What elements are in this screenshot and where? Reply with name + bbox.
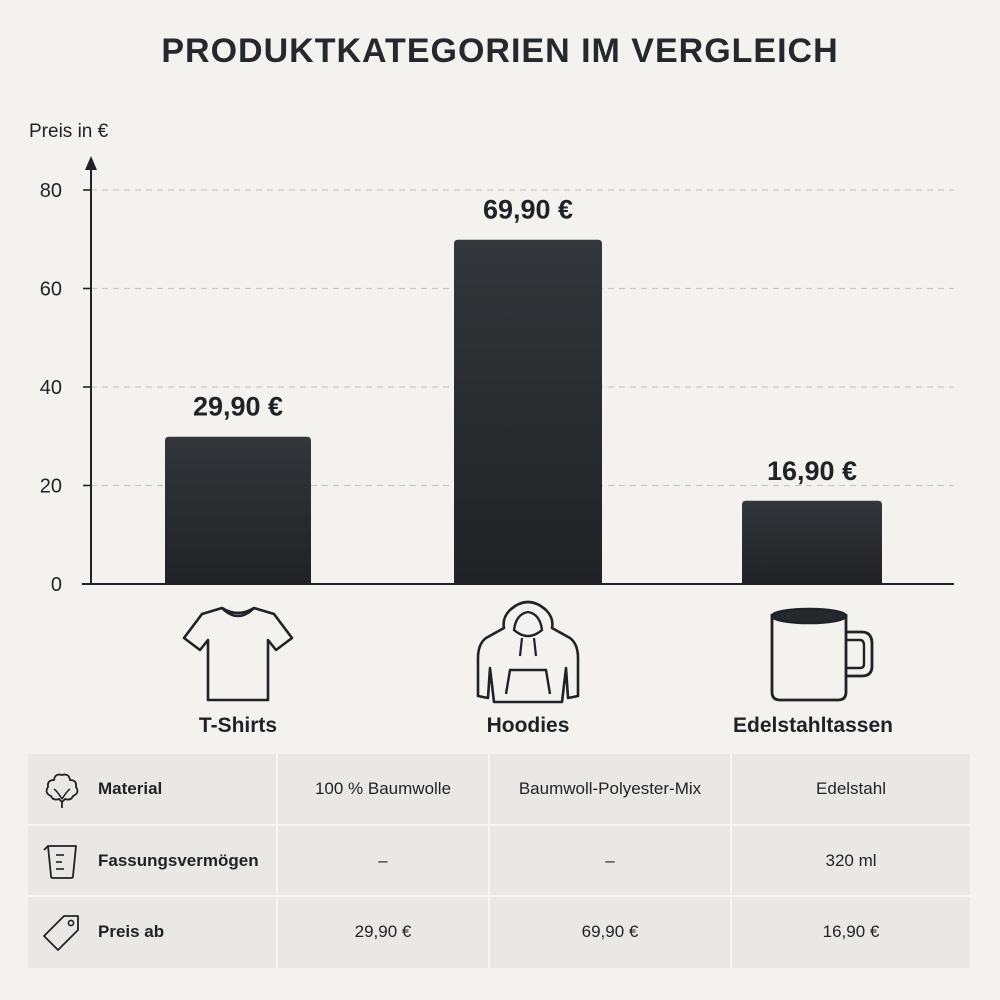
category-label-mugs: Edelstahltassen	[733, 714, 893, 737]
price-tag-icon	[43, 915, 79, 951]
row-label-material: Material	[98, 779, 163, 798]
hoodie-icon	[476, 600, 580, 704]
table-row-material: Material 100 % Baumwolle Baumwoll-Polyes…	[28, 754, 970, 824]
table-divider	[28, 824, 970, 826]
y-tick-label: 40	[40, 377, 62, 399]
row-label-capacity: Fassungsvermögen	[98, 851, 259, 870]
y-tick-label: 0	[51, 574, 62, 596]
y-axis-arrow	[85, 156, 97, 170]
cell-capacity-tshirts: –	[378, 851, 388, 870]
bar-t-shirts	[165, 436, 311, 584]
chart-title: PRODUKTKATEGORIEN IM VERGLEICH	[161, 32, 839, 70]
cell-material-mugs: Edelstahl	[816, 779, 886, 798]
measuring-cup-icon	[43, 845, 77, 879]
y-tick-label: 20	[40, 476, 62, 498]
y-axis-label: Preis in €	[29, 121, 109, 142]
cell-price-tshirts: 29,90 €	[354, 922, 412, 941]
table-row-capacity: Fassungsvermögen – – 320 ml	[28, 826, 970, 896]
cell-price-hoodies: 69,90 €	[581, 922, 639, 941]
cotton-icon	[45, 773, 79, 808]
cell-material-hoodies: Baumwoll-Polyester-Mix	[518, 779, 702, 798]
bar-value-label: 29,90 €	[193, 392, 283, 422]
bar-value-label: 69,90 €	[483, 195, 573, 225]
table-divider	[488, 754, 490, 968]
bar-value-label: 16,90 €	[767, 456, 857, 486]
category-label-hoodies: Hoodies	[486, 714, 570, 737]
tshirt-icon	[182, 606, 294, 702]
cell-material-tshirts: 100 % Baumwolle	[314, 779, 452, 798]
table-divider	[276, 754, 278, 968]
table-row-price: Preis ab 29,90 € 69,90 € 16,90 €	[28, 897, 970, 967]
y-tick-label: 60	[40, 279, 62, 301]
row-label-price: Preis ab	[98, 922, 165, 941]
bar-chart: 0 20 40 60 80 Preis in € 29,90 € 69,90 € 16,90 €	[29, 121, 954, 596]
cell-price-mugs: 16,90 €	[822, 922, 880, 941]
table-divider	[730, 754, 732, 968]
cell-capacity-mugs: 320 ml	[825, 851, 877, 870]
bar-hoodies	[454, 239, 602, 584]
bar-edelstahltassen	[742, 500, 882, 584]
comparison-table: Material 100 % Baumwolle Baumwoll-Polyes…	[28, 754, 970, 968]
cell-capacity-hoodies: –	[605, 851, 615, 870]
y-tick-label: 80	[40, 180, 62, 202]
mug-icon	[770, 607, 874, 702]
table-divider	[28, 895, 970, 897]
category-label-tshirts: T-Shirts	[198, 714, 278, 737]
